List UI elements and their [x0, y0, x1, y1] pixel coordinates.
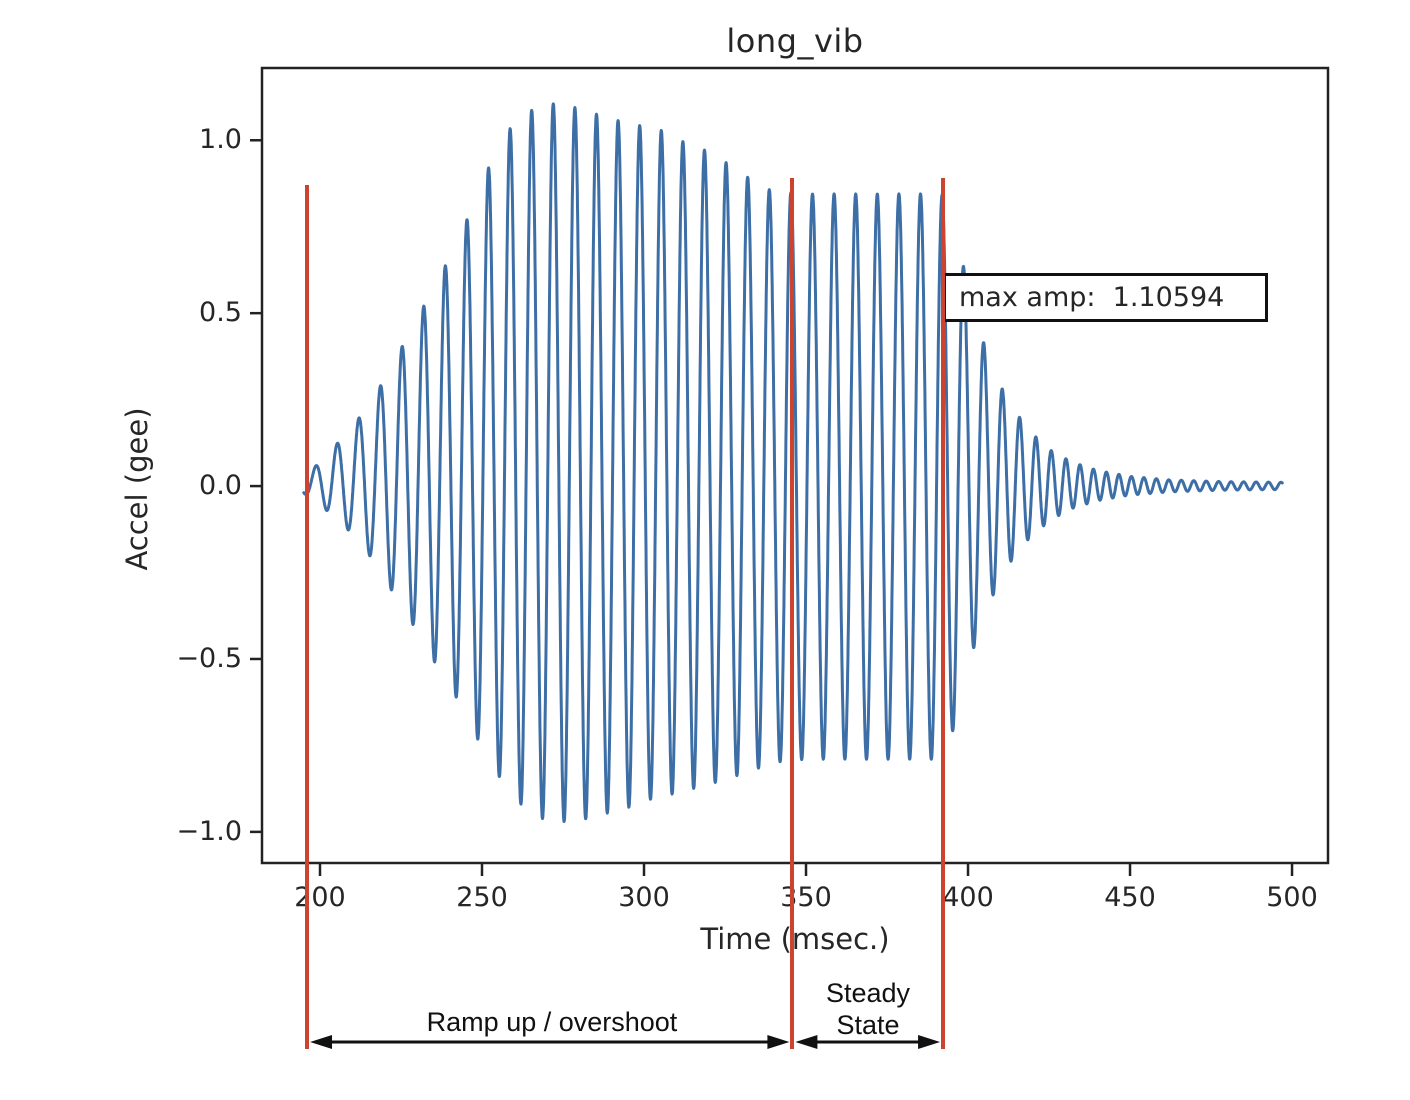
- steady-region-label-line2: State: [836, 1010, 900, 1040]
- x-tick-label: 400: [942, 882, 994, 913]
- max-amp-annotation: max amp: 1.10594: [943, 273, 1268, 322]
- steady-region-label: Steady State: [793, 977, 943, 1041]
- ramp-region-label: Ramp up / overshoot: [426, 1007, 678, 1037]
- x-tick-label: 350: [780, 882, 832, 913]
- region-marker-line: [790, 178, 795, 1049]
- arrow-head-right-icon: [767, 1035, 790, 1049]
- steady-region-label-line1: Steady: [825, 978, 911, 1008]
- arrow-head-left-icon: [310, 1035, 333, 1049]
- region-marker-line: [941, 178, 946, 1049]
- plot-border: [260, 66, 1330, 865]
- x-tick-label: 500: [1266, 882, 1318, 913]
- x-tick-label: 250: [456, 882, 508, 913]
- x-axis-label: Time (msec.): [700, 922, 890, 956]
- x-tick-label: 200: [294, 882, 346, 913]
- y-tick-label: 0.0: [199, 470, 242, 502]
- arrow-head-left-icon: [795, 1035, 818, 1049]
- chart-title: long_vib: [726, 22, 864, 60]
- x-tick-label: 300: [618, 882, 670, 913]
- y-tick-label: −1.0: [176, 815, 242, 847]
- arrow-head-right-icon: [918, 1035, 941, 1049]
- x-tick-label: 450: [1104, 882, 1156, 913]
- y-tick-label: 1.0: [199, 124, 242, 156]
- y-tick-label: 0.5: [199, 297, 242, 329]
- region-marker-line: [305, 185, 310, 1049]
- y-tick-label: −0.5: [176, 642, 242, 674]
